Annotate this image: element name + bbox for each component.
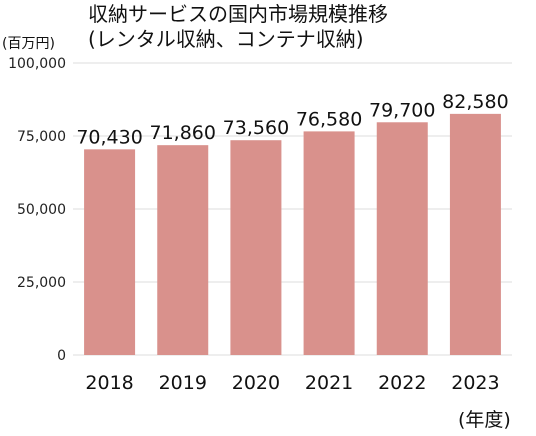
x-axis-unit: (年度)	[458, 409, 511, 431]
x-tick-label: 2018	[85, 372, 133, 394]
y-tick-label: 75,000	[17, 129, 66, 145]
bar	[84, 149, 136, 355]
chart-title-line-1: 収納サービスの国内市場規模推移	[88, 2, 388, 26]
data-label: 70,430	[76, 126, 142, 148]
y-tick-label: 0	[57, 348, 66, 364]
bar	[303, 131, 355, 355]
data-label: 76,580	[296, 108, 362, 130]
bar	[230, 140, 282, 355]
y-tick-label: 50,000	[17, 202, 66, 218]
bar	[157, 145, 209, 355]
data-label: 82,580	[442, 91, 508, 113]
y-tick-label: 25,000	[17, 275, 66, 291]
x-tick-label: 2021	[305, 372, 353, 394]
chart-title-line-2: (レンタル収納、コンテナ収納)	[88, 27, 364, 51]
x-tick-label: 2019	[159, 372, 207, 394]
data-label: 79,700	[369, 99, 435, 121]
y-axis-unit: (百万円)	[2, 36, 55, 52]
x-tick-label: 2022	[378, 372, 426, 394]
x-tick-label: 2020	[232, 372, 280, 394]
x-tick-label: 2023	[451, 372, 499, 394]
bar	[449, 113, 501, 356]
data-label: 73,560	[223, 117, 289, 139]
data-label: 71,860	[150, 122, 216, 144]
bar	[376, 122, 428, 355]
chart-title: 収納サービスの国内市場規模推移 (レンタル収納、コンテナ収納)	[88, 2, 388, 52]
y-tick-label: 100,000	[8, 56, 66, 72]
